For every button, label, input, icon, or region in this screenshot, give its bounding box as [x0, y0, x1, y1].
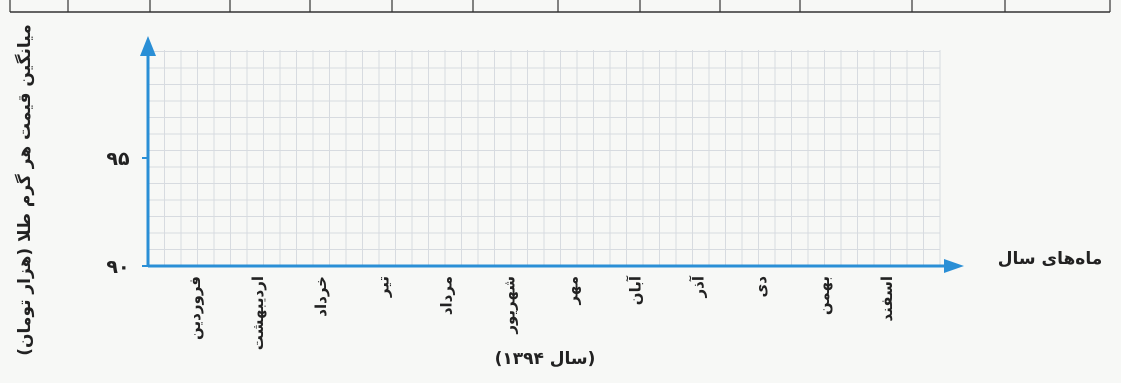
x-tick-label: اسفند — [878, 276, 896, 321]
x-tick-label: آبان — [626, 275, 644, 305]
x-tick-label: فروردین — [186, 276, 204, 340]
top-table-border — [9, 0, 1111, 13]
year-label: (سال ۱۳۹۴) — [495, 349, 596, 369]
y-axis-label: میانگین قیمت هر گرم طلا (هزار تومان) — [14, 24, 35, 356]
x-tick-label: آذر — [689, 275, 707, 298]
x-tick-label: دی — [752, 276, 770, 298]
x-tick-label: بهمن — [815, 276, 833, 315]
x-axis-arrow — [944, 259, 964, 273]
y-tick-labels: ۹۰ ۹۵ — [106, 148, 148, 278]
x-tick-labels: فروردین اردیبهشت خرداد تیر مرداد شهریور مهر آبا… — [186, 275, 896, 350]
x-axis-label: ماه‌های سال — [998, 249, 1102, 269]
x-tick-label: خرداد — [312, 276, 330, 317]
y-axis-arrow — [140, 36, 156, 56]
x-tick-label: مرداد — [438, 276, 456, 315]
x-tick-label: تیر — [375, 276, 393, 298]
chart-grid — [147, 50, 941, 267]
x-tick-label: شهریور — [501, 276, 519, 335]
x-tick-label: مهر — [563, 276, 581, 306]
x-tick-label: اردیبهشت — [249, 276, 267, 350]
y-tick-label: ۹۵ — [106, 148, 130, 170]
y-tick-label: ۹۰ — [106, 256, 129, 278]
